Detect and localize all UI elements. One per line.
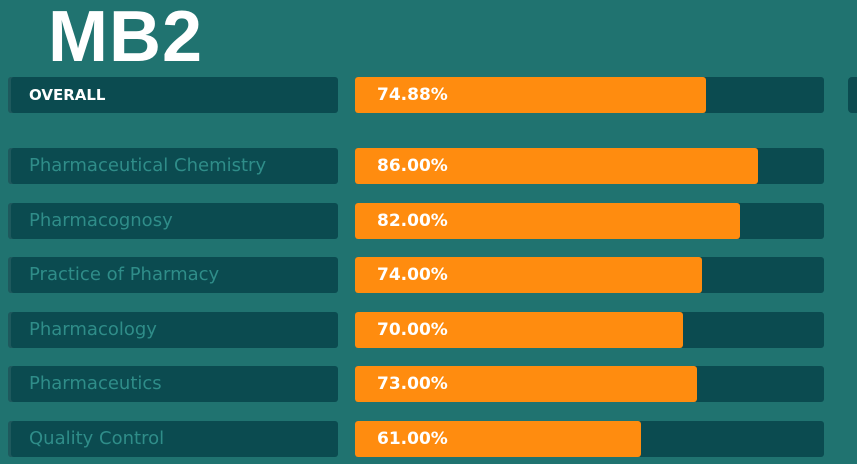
subject-value: 82.00%	[377, 211, 448, 231]
subject-label: Quality Control	[29, 428, 165, 449]
subject-bar-track: 82.00%	[355, 203, 824, 239]
subject-label-box: Pharmaceutical Chemistry	[8, 148, 338, 184]
subject-label: Pharmaceutical Chemistry	[29, 155, 267, 176]
subject-label: Pharmacology	[29, 319, 157, 340]
subject-label-box: Pharmaceutics	[8, 366, 338, 402]
subject-bar	[355, 312, 684, 348]
overall-label-box: OVERALL	[8, 77, 338, 113]
subject-bar	[355, 148, 759, 184]
subject-label-box: Pharmacology	[8, 312, 338, 348]
overall-value: 74.88%	[377, 85, 448, 105]
overall-bar	[355, 77, 707, 113]
subject-bar	[355, 366, 698, 402]
subject-label: Pharmaceutics	[29, 373, 162, 394]
subject-label: Pharmacognosy	[29, 210, 173, 231]
subject-bar-track: 70.00%	[355, 312, 824, 348]
subject-bar-track: 86.00%	[355, 148, 824, 184]
subject-value: 73.00%	[377, 374, 448, 394]
overall-bar-track: 74.88%	[355, 77, 824, 113]
subject-value: 61.00%	[377, 429, 448, 449]
overall-label: OVERALL	[29, 86, 106, 104]
page-title: MB2	[48, 0, 204, 77]
subject-bar	[355, 203, 740, 239]
subject-value: 70.00%	[377, 320, 448, 340]
subject-label-box: Practice of Pharmacy	[8, 257, 338, 293]
subject-bar	[355, 257, 703, 293]
side-panel-edge	[848, 77, 857, 113]
subject-value: 74.00%	[377, 265, 448, 285]
subject-label-box: Quality Control	[8, 421, 338, 457]
subject-bar-track: 61.00%	[355, 421, 824, 457]
subject-bar-track: 73.00%	[355, 366, 824, 402]
subject-label: Practice of Pharmacy	[29, 264, 220, 285]
subject-bar-track: 74.00%	[355, 257, 824, 293]
subject-bar	[355, 421, 642, 457]
subject-value: 86.00%	[377, 156, 448, 176]
subject-label-box: Pharmacognosy	[8, 203, 338, 239]
